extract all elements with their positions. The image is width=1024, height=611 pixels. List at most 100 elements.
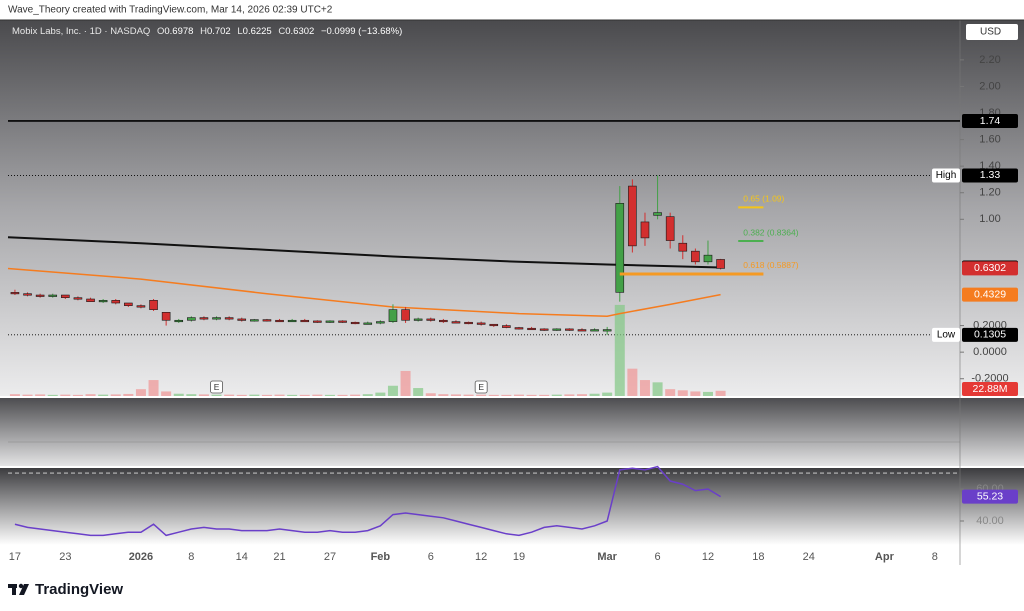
candle-body xyxy=(464,321,473,325)
candle-body xyxy=(338,320,347,323)
volume-bar xyxy=(186,394,197,396)
volume-bar xyxy=(639,380,650,396)
y-tick-label: 2.20 xyxy=(979,54,1000,66)
candle-body xyxy=(691,250,700,263)
event-marker xyxy=(474,380,488,394)
volume-bar xyxy=(85,394,96,396)
candle-body xyxy=(35,294,45,297)
level-tag: High xyxy=(936,170,957,181)
symbol: Mobix Labs, Inc. · 1D · NASDAQ xyxy=(12,26,150,37)
candle-body xyxy=(111,300,121,304)
candle-body xyxy=(653,212,662,216)
x-tick-label: 27 xyxy=(324,551,336,563)
y-tick-label: 2.00 xyxy=(979,80,1000,92)
volume-bar xyxy=(98,394,109,396)
y-tick-label: 1.00 xyxy=(979,213,1000,225)
candle-body xyxy=(350,321,360,325)
price-tag-box xyxy=(962,261,1018,276)
y-tick-label: 0.0000 xyxy=(973,346,1007,358)
x-tick-label: 17 xyxy=(9,551,21,563)
candle-body xyxy=(161,311,171,321)
x-tick-label: 18 xyxy=(752,551,764,563)
level-tag-box xyxy=(932,327,960,342)
volume-bar xyxy=(564,394,575,396)
volume-bar xyxy=(677,390,688,396)
price-tag-box xyxy=(962,287,1018,302)
event-label: E xyxy=(478,382,484,392)
x-tick-label: 23 xyxy=(59,551,71,563)
candle-body xyxy=(716,259,725,269)
y-tick-label: 1.60 xyxy=(979,133,1000,145)
volume-bar xyxy=(60,394,71,396)
candle-body xyxy=(640,221,650,239)
volume-bar xyxy=(287,394,298,396)
volume-bar xyxy=(22,394,33,396)
x-tick-label: 12 xyxy=(475,551,487,563)
candle-body xyxy=(413,318,423,321)
volume-bar xyxy=(652,382,663,396)
volume-bar xyxy=(148,380,159,396)
rsi-tag-box xyxy=(962,489,1018,504)
candle-body xyxy=(237,318,247,321)
volume-bar xyxy=(715,390,726,396)
logo xyxy=(8,583,29,595)
candle-body xyxy=(325,320,335,323)
candle-body xyxy=(98,300,108,303)
volume-bar xyxy=(539,394,550,396)
x-tick-label: 14 xyxy=(236,551,248,563)
fib-label: 0.382 (0.8364) xyxy=(743,227,798,237)
candle-body xyxy=(136,305,146,308)
volume-bar xyxy=(413,388,424,396)
candle-body xyxy=(426,318,436,321)
candle-body xyxy=(388,309,398,322)
currency-box xyxy=(966,24,1018,40)
volume-bar xyxy=(198,394,209,396)
volume-bar xyxy=(236,394,247,396)
candle-body xyxy=(149,300,158,310)
x-tick-label: 8 xyxy=(188,551,194,563)
volume-bar xyxy=(173,393,184,396)
level-label-box xyxy=(962,327,1018,342)
volume-bar xyxy=(324,394,335,396)
volume-bar xyxy=(627,368,638,396)
legend: Mobix Labs, Inc. · 1D · NASDAQ O0.6978 H… xyxy=(12,26,402,37)
volume-bar xyxy=(312,394,323,396)
volume-bar xyxy=(690,391,701,396)
candle-body xyxy=(212,317,221,320)
candle-body xyxy=(199,317,209,320)
candle-body xyxy=(552,328,562,331)
candle-body xyxy=(628,185,637,247)
candle-body xyxy=(376,321,385,324)
event-marker xyxy=(210,380,223,394)
candle-body xyxy=(590,329,599,332)
candle-body xyxy=(262,319,272,322)
volume-bar xyxy=(337,394,348,396)
candle-body xyxy=(86,298,95,302)
volume-bar xyxy=(9,394,20,396)
volume-tag: 22.88M xyxy=(972,383,1007,395)
legend-label: O xyxy=(157,26,164,37)
candle-body xyxy=(615,203,625,293)
x-tick-label: 6 xyxy=(428,551,434,563)
volume-bar xyxy=(551,394,562,396)
volume-bar xyxy=(211,394,222,396)
candle-body xyxy=(451,321,461,324)
candle-body xyxy=(527,327,536,331)
candle-body xyxy=(514,327,524,330)
moving-average xyxy=(7,236,721,269)
volume-bar xyxy=(589,393,600,396)
volume-bar xyxy=(501,394,512,396)
legend-value: 0.6225 xyxy=(243,26,272,37)
candle-body xyxy=(174,319,184,323)
volume-bar xyxy=(387,385,398,396)
x-tick-label: 6 xyxy=(655,551,661,563)
volume-bar xyxy=(438,394,449,396)
price-tag: 0.4329 xyxy=(974,288,1006,300)
candle-body xyxy=(224,317,234,320)
volume-bar xyxy=(476,394,487,396)
candle-body xyxy=(565,328,574,331)
volume-bar xyxy=(47,394,58,396)
legend-value: 0.702 xyxy=(207,26,231,37)
legend-change: −0.0999 (−13.68%) xyxy=(321,26,402,37)
volume-bar xyxy=(299,394,310,396)
